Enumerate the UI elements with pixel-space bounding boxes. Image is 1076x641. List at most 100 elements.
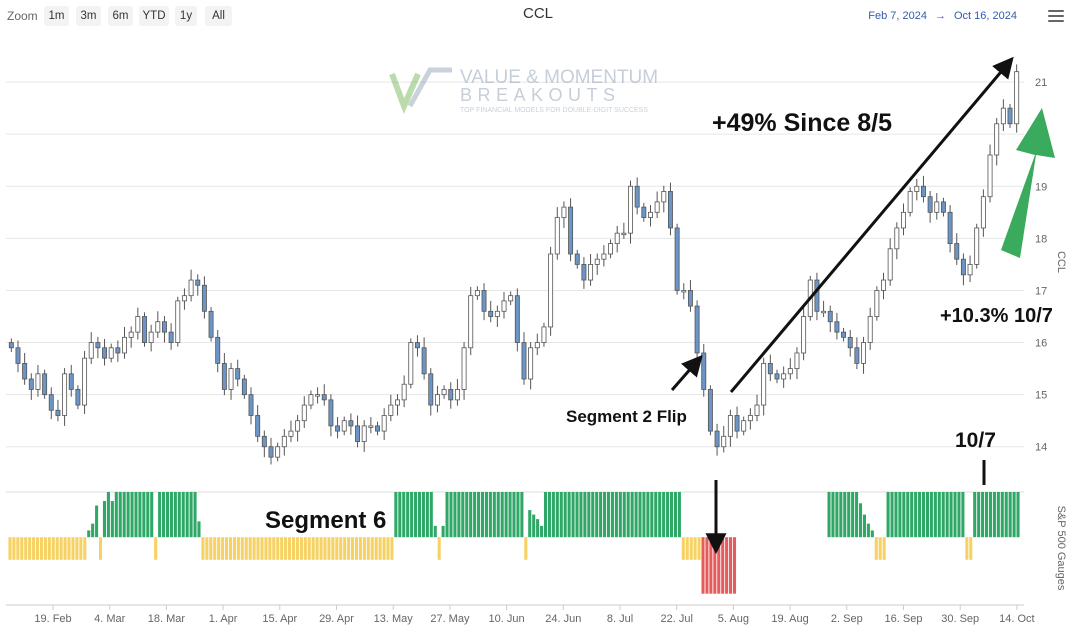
- gauge-bar: [102, 501, 107, 538]
- candle: [368, 425, 374, 428]
- date-tick-label: 19. Feb: [34, 613, 71, 625]
- candle: [521, 342, 527, 380]
- range-to-date[interactable]: Oct 16, 2024: [954, 10, 1017, 22]
- gauge-bar: [618, 492, 622, 538]
- gauge-bar: [595, 492, 599, 538]
- gauge-bar: [288, 537, 292, 560]
- gauge-bar: [150, 492, 154, 538]
- candle: [155, 321, 161, 333]
- gauge-bar: [284, 537, 288, 560]
- gauge-bar: [138, 492, 142, 538]
- zoom-3m-button[interactable]: 3m: [76, 6, 101, 26]
- gauge-bar: [236, 537, 240, 560]
- date-tick-label: 18. Mar: [148, 613, 186, 625]
- gauge-bar: [693, 537, 697, 560]
- candle: [854, 347, 860, 364]
- gauge-bar: [547, 492, 551, 538]
- candle: [401, 383, 407, 401]
- candle: [980, 196, 986, 229]
- gauge-bar: [551, 492, 555, 538]
- candle: [987, 154, 993, 198]
- candle: [488, 310, 494, 317]
- gauge-bar: [55, 537, 59, 560]
- candle: [434, 394, 440, 406]
- range-from-date[interactable]: Feb 7, 2024: [868, 10, 927, 22]
- zoom-all-button[interactable]: All: [205, 6, 232, 26]
- gauge-bar: [260, 537, 264, 560]
- date-tick-label: 22. Jul: [660, 613, 692, 625]
- date-tick-label: 5. Aug: [718, 613, 749, 625]
- gauge-bar: [146, 492, 150, 538]
- date-tick-label: 8. Jul: [607, 613, 633, 625]
- candle: [841, 331, 847, 338]
- gauge-bar: [209, 537, 213, 560]
- gauge-bar: [299, 537, 303, 560]
- gauge-bar: [630, 492, 634, 538]
- gauge-bar: [658, 492, 662, 538]
- date-range: Feb 7, 2024 → Oct 16, 2024: [864, 10, 1021, 22]
- gauge-bar: [457, 492, 461, 538]
- gauge-bar: [71, 537, 75, 560]
- gauge-bar: [35, 537, 40, 560]
- candle: [221, 362, 227, 390]
- candle: [874, 290, 880, 317]
- gauge-bar: [351, 537, 355, 560]
- zoom-ytd-button[interactable]: YTD: [139, 6, 169, 26]
- candle: [375, 425, 380, 432]
- gauge-bar: [134, 492, 138, 538]
- gauge-bar: [953, 492, 957, 538]
- candle: [315, 394, 321, 397]
- candle: [767, 362, 773, 375]
- gauge-bar: [118, 492, 122, 538]
- gauge-bar: [642, 492, 646, 538]
- gauge-bar: [559, 492, 563, 538]
- candle: [68, 373, 74, 390]
- gauge-bar: [315, 537, 319, 560]
- zoom-1m-button[interactable]: 1m: [44, 6, 69, 26]
- gauge-bar: [1016, 492, 1020, 538]
- gauge-bar: [126, 492, 130, 538]
- hamburger-menu-icon[interactable]: [1048, 10, 1064, 24]
- candle: [721, 435, 727, 448]
- gauge-bar: [110, 501, 114, 538]
- candle: [661, 191, 667, 203]
- green-arrow: [1001, 108, 1055, 258]
- gauge-bar: [354, 537, 359, 560]
- gauge-bar: [347, 537, 351, 560]
- candle: [648, 211, 653, 218]
- gauge-bar: [295, 537, 299, 560]
- candle: [268, 446, 274, 458]
- candle: [48, 394, 54, 411]
- date-tick-label: 16. Sep: [885, 613, 923, 625]
- gauge-bar: [378, 537, 382, 560]
- gauge-bar: [165, 492, 170, 538]
- gauge-bar: [24, 537, 28, 560]
- gauge-bar: [83, 537, 87, 560]
- gauge-bar: [654, 492, 658, 538]
- candle: [514, 295, 520, 343]
- gauge-bar: [414, 492, 418, 538]
- gauge-bar: [858, 503, 863, 538]
- candle: [774, 373, 780, 380]
- gauge-bar: [268, 537, 272, 560]
- gauge-bar: [421, 492, 425, 538]
- gauge-bar: [890, 492, 894, 538]
- gauge-bar: [63, 537, 67, 560]
- zoom-6m-button[interactable]: 6m: [108, 6, 133, 26]
- gauge-bar: [232, 537, 236, 560]
- gauge-bar: [429, 492, 433, 538]
- gauge-bar: [681, 537, 685, 560]
- candle: [881, 279, 886, 291]
- date-tick-label: 13. May: [374, 613, 414, 625]
- gauge-bar: [158, 492, 162, 538]
- candle: [82, 357, 88, 406]
- candle: [794, 352, 800, 370]
- zoom-1y-button[interactable]: 1y: [175, 6, 197, 26]
- annotation-segment6: Segment 6: [265, 507, 386, 534]
- candle: [687, 290, 693, 307]
- gauge-bar: [929, 492, 933, 538]
- gauge-bar: [902, 492, 906, 538]
- gauge-bar: [169, 492, 173, 538]
- gauge-bar: [193, 492, 197, 538]
- gauge-bar: [516, 492, 520, 538]
